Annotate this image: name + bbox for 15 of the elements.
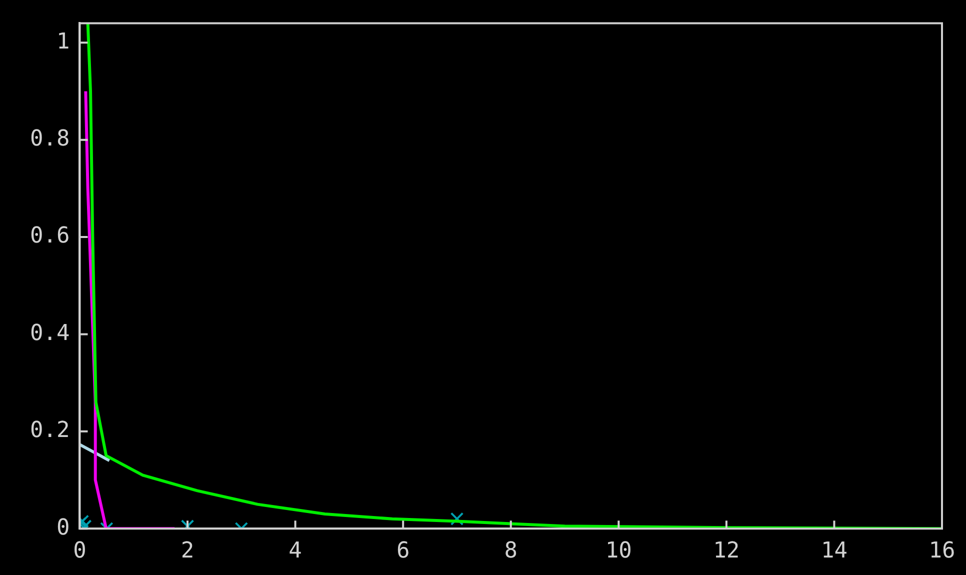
y-tick-label: 0 <box>56 515 70 540</box>
y-tick-label: 0.4 <box>30 320 70 346</box>
x-tick-label: 8 <box>504 538 518 564</box>
x-tick-label: 4 <box>288 538 302 564</box>
x-tick-label: 2 <box>180 538 194 564</box>
y-tick-label: 0.6 <box>30 224 70 249</box>
x-tick-label: 6 <box>396 538 410 564</box>
x-tick-label: 10 <box>605 538 632 564</box>
x-tick-label: 16 <box>928 538 956 564</box>
x-tick-label: 14 <box>820 538 848 564</box>
x-tick-label: 12 <box>713 538 740 564</box>
y-tick-label: 1 <box>56 29 70 54</box>
y-tick-label: 0.2 <box>30 418 70 444</box>
y-tick-label: 0.8 <box>30 126 70 152</box>
x-tick-label: 0 <box>73 538 86 564</box>
